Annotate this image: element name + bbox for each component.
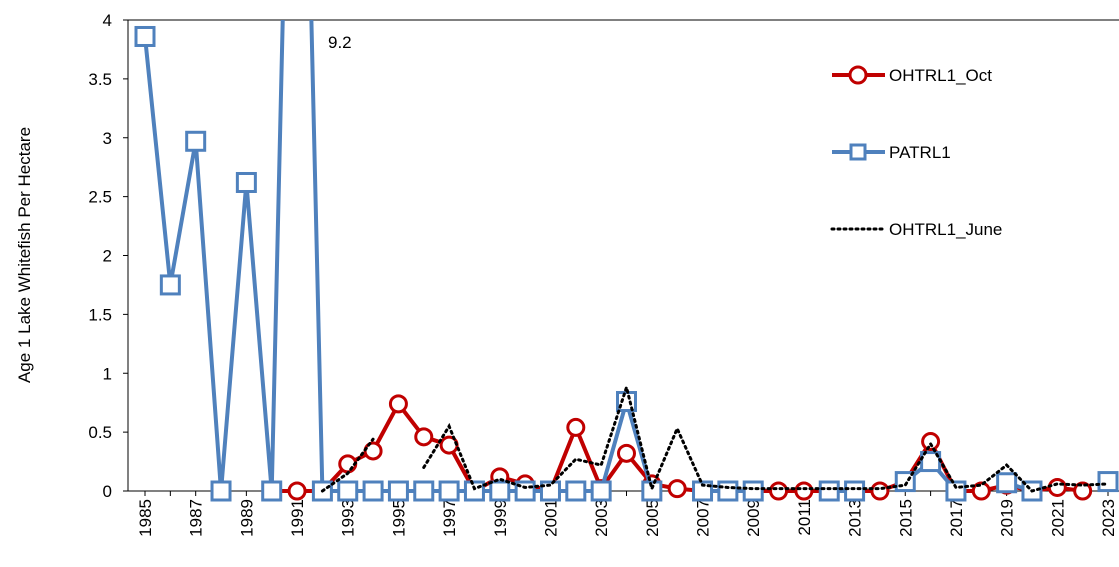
y-tick-label: 2.5 [88, 188, 112, 207]
marker [870, 481, 890, 501]
x-tick-label: 1999 [491, 499, 510, 537]
marker [539, 480, 561, 502]
marker [742, 480, 764, 502]
marker [463, 480, 485, 502]
x-tick-label: 1987 [187, 499, 206, 537]
marker [818, 480, 840, 502]
marker [388, 394, 408, 414]
y-axis-label: Age 1 Lake Whitefish Per Hectare [15, 127, 34, 383]
marker [159, 274, 181, 296]
marker [590, 480, 612, 502]
marker [717, 480, 739, 502]
marker [134, 25, 156, 47]
x-tick-label: 2019 [998, 499, 1017, 537]
marker [617, 443, 636, 463]
x-tick-label: 2009 [744, 499, 763, 537]
marker [185, 130, 207, 152]
marker [287, 481, 307, 501]
marker [438, 480, 460, 502]
annotation: 9.2 [328, 33, 352, 52]
x-tick-label: 2015 [896, 499, 915, 537]
y-tick-label: 0 [103, 482, 112, 501]
marker [1073, 481, 1093, 501]
x-tick-label: 2021 [1048, 499, 1067, 537]
marker [667, 479, 687, 499]
series-line [143, 20, 654, 493]
x-tick-label: 1995 [389, 499, 408, 537]
x-tick-label: 1991 [288, 499, 307, 537]
marker [641, 480, 663, 502]
y-tick-label: 3.5 [88, 70, 112, 89]
marker [921, 432, 941, 452]
y-tick-label: 2 [103, 247, 112, 266]
marker [413, 480, 435, 502]
marker [769, 481, 789, 501]
marker [362, 480, 384, 502]
marker [971, 481, 991, 501]
x-tick-label: 1993 [339, 499, 358, 537]
x-tick-label: 1989 [237, 499, 256, 537]
x-tick-label: 2005 [643, 499, 662, 537]
series-line [271, 400, 1083, 494]
x-tick-label: 2017 [947, 499, 966, 537]
legend-marker [849, 143, 867, 161]
legend-marker [848, 65, 868, 85]
x-tick-label: 2023 [1099, 499, 1118, 537]
legend-label: OHTRL1_Oct [889, 66, 992, 85]
marker [387, 480, 409, 502]
x-tick-label: 2007 [694, 499, 713, 537]
y-tick-label: 0.5 [88, 423, 112, 442]
x-tick-label: 2013 [846, 499, 865, 537]
marker [337, 480, 359, 502]
y-tick-label: 1.5 [88, 305, 112, 324]
series-line [422, 381, 1110, 494]
marker [844, 480, 866, 502]
marker [1097, 471, 1119, 493]
marker [489, 480, 511, 502]
series-line [320, 437, 375, 493]
marker [794, 481, 814, 501]
marker [1047, 477, 1067, 497]
marker [996, 472, 1018, 494]
x-tick-label: 2001 [541, 499, 560, 537]
legend-label: OHTRL1_June [889, 220, 1002, 239]
y-tick-label: 1 [103, 364, 112, 383]
plot-area [134, 20, 1119, 502]
marker [235, 171, 257, 193]
y-tick-label: 4 [103, 11, 112, 30]
marker [261, 480, 283, 502]
marker [566, 417, 586, 437]
x-tick-label: 2011 [795, 499, 814, 536]
marker [414, 427, 434, 447]
marker [565, 480, 587, 502]
x-tick-label: 2003 [592, 499, 611, 537]
marker [210, 480, 232, 502]
x-tick-label: 1997 [440, 499, 459, 537]
legend-label: PATRL1 [889, 143, 951, 162]
y-tick-label: 3 [103, 129, 112, 148]
x-tick-label: 1985 [136, 499, 155, 537]
